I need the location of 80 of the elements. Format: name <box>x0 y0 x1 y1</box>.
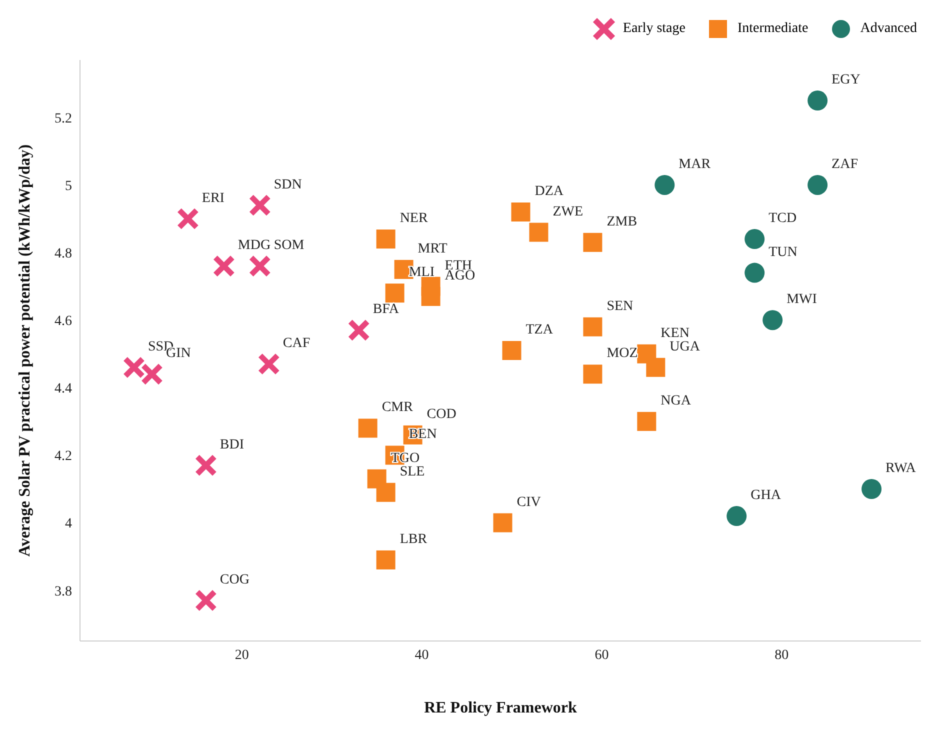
point <box>808 90 828 111</box>
y-tick-label: 4.4 <box>54 382 72 397</box>
annotation: SEN <box>606 298 634 314</box>
y-axis-title: Average Solar PV practical power potential (kWh/kWp/day) <box>16 144 34 557</box>
annotation: SOM <box>274 238 305 254</box>
annotation: CIV <box>516 494 541 510</box>
annotation: MOZ <box>606 346 638 362</box>
x-axis-title: RE Policy Framework <box>424 699 578 716</box>
point <box>726 506 747 526</box>
annotation: CAF <box>282 336 310 352</box>
point <box>421 286 440 306</box>
annotation: UGA <box>670 339 701 354</box>
point <box>376 230 396 249</box>
annotation: SLE <box>400 464 425 480</box>
legend-label: Advanced <box>860 21 917 37</box>
annotation: ZMB <box>606 214 638 230</box>
annotation: TUN <box>768 244 798 260</box>
point <box>529 222 548 242</box>
annotation: COG <box>220 572 250 588</box>
point <box>862 478 882 499</box>
y-tick-label: 3.8 <box>54 584 72 600</box>
annotation: MDG <box>238 238 271 254</box>
x-tick-label: 60 <box>594 648 609 663</box>
y-tick-label: 4.2 <box>54 449 72 464</box>
point <box>248 194 272 216</box>
y-tick-label: 4 <box>65 516 72 532</box>
annotation: MWI <box>786 292 818 308</box>
point <box>744 262 765 283</box>
point <box>258 352 280 376</box>
y-tick-label: 4.8 <box>54 246 72 262</box>
annotation: GHA <box>750 488 782 504</box>
annotation: MRT <box>418 241 448 256</box>
point <box>762 310 783 330</box>
point <box>248 254 272 278</box>
point <box>808 174 828 195</box>
annotation: MAR <box>678 156 712 172</box>
annotation: COD <box>426 406 456 422</box>
point <box>385 284 404 303</box>
point <box>493 513 512 532</box>
point <box>194 589 218 612</box>
y-tick-label: 5.2 <box>54 111 72 126</box>
x-tick-label: 20 <box>234 648 249 663</box>
point <box>583 364 602 384</box>
point <box>194 454 218 477</box>
annotation: BFA <box>372 302 400 318</box>
point <box>744 229 765 250</box>
legend-label: Early stage <box>622 21 686 37</box>
annotation: TZA <box>526 322 554 338</box>
point <box>583 232 602 252</box>
point <box>583 317 602 336</box>
point <box>511 202 530 222</box>
annotation: ZWE <box>552 204 584 220</box>
annotation: KEN <box>660 326 690 341</box>
annotation: CMR <box>382 400 414 416</box>
annotation: SDN <box>274 177 302 192</box>
x-tick-label: 40 <box>414 648 429 663</box>
x-tick-label: 80 <box>774 648 789 663</box>
annotation: NER <box>400 211 428 226</box>
point <box>502 341 522 360</box>
point <box>637 412 656 431</box>
annotation: BDI <box>220 437 244 452</box>
point <box>646 358 666 377</box>
annotation: RWA <box>886 460 917 476</box>
point <box>376 550 396 570</box>
point <box>176 208 200 230</box>
point <box>212 254 236 278</box>
y-tick-label: 5 <box>65 178 72 194</box>
annotation: ZAF <box>832 156 858 172</box>
point <box>654 174 675 195</box>
annotation: TCD <box>768 211 797 226</box>
annotation: LBR <box>400 532 428 547</box>
annotation: EGY <box>832 72 860 88</box>
annotation: DZA <box>534 184 564 200</box>
point <box>348 319 370 342</box>
y-tick-label: 4.6 <box>54 314 72 330</box>
point <box>358 418 378 438</box>
legend-label: Intermediate <box>737 21 808 37</box>
annotation: ERI <box>202 190 225 206</box>
point <box>376 482 396 502</box>
annotation: NGA <box>660 393 692 408</box>
